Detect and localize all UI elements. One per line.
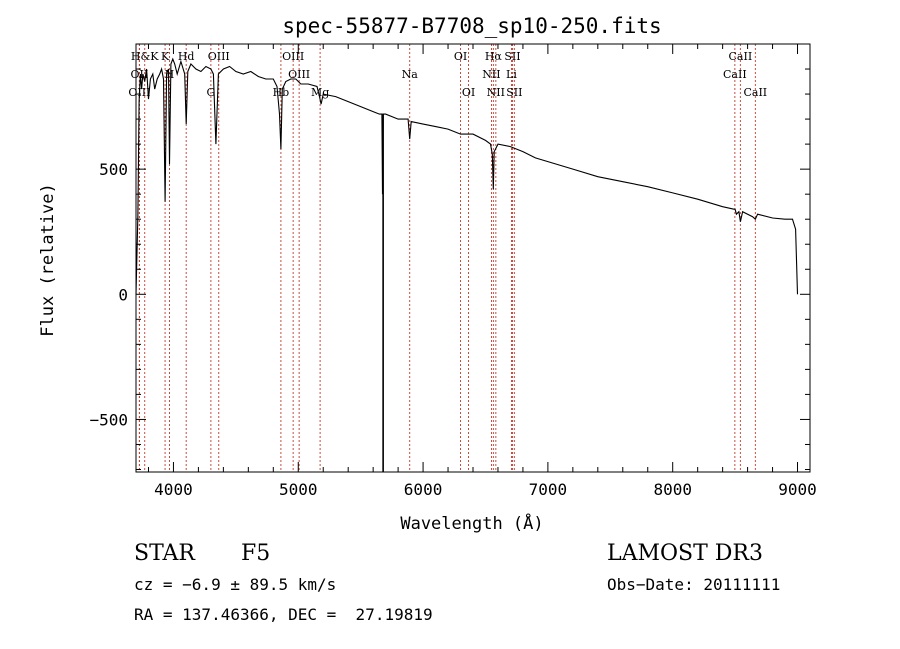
line-marker-label: Mg — [311, 86, 329, 99]
line-markers — [138, 44, 756, 472]
line-marker-label: CaII — [723, 68, 747, 81]
line-marker-label: CaII — [743, 86, 767, 99]
line-marker-label: G — [206, 86, 215, 99]
observation-date: Obs−Date: 20111111 — [607, 575, 780, 594]
line-marker-label: OIII — [282, 50, 304, 63]
line-marker-label: CaII — [729, 50, 753, 63]
x-tick-label: 4000 — [154, 480, 193, 499]
object-subclass: F5 — [241, 541, 270, 566]
line-marker-label: SII — [506, 86, 522, 99]
spectrum-line — [135, 57, 799, 295]
line-marker-label: Hd — [178, 50, 195, 63]
x-tick-label: 7000 — [529, 480, 568, 499]
object-class: STAR — [134, 541, 196, 566]
chart-title: spec-55877-B7708_sp10-250.fits — [282, 14, 661, 38]
line-marker-label: OI — [454, 50, 467, 63]
line-marker-label: NII — [487, 86, 505, 99]
line-marker-labels: H&KOIIOIIIKHHdGOIIIHbOIIIOIIIMgNaOIOIHαN… — [128, 50, 767, 99]
line-marker-label: NII — [482, 68, 500, 81]
line-marker-label: Na — [402, 68, 419, 81]
line-marker-label: H — [165, 68, 175, 81]
plot-frame — [135, 43, 811, 473]
line-marker-label: Hb — [273, 86, 290, 99]
x-tick-label: 9000 — [778, 480, 817, 499]
line-marker-label: OIII — [288, 68, 310, 81]
survey-name: LAMOST DR3 — [607, 541, 763, 566]
redshift-velocity: cz = −6.9 ± 89.5 km/s — [134, 575, 336, 594]
y-axis: −500 0 500 — [89, 68, 810, 470]
line-marker-label: Li — [506, 68, 517, 81]
x-tick-label: 5000 — [279, 480, 318, 499]
y-tick-label: −500 — [89, 410, 128, 429]
line-marker-label: OI — [462, 86, 475, 99]
y-axis-label: Flux (relative) — [38, 183, 58, 337]
line-marker-label: H&K — [131, 50, 159, 63]
x-tick-label: 6000 — [404, 480, 443, 499]
line-marker-label: OIII — [208, 50, 230, 63]
x-axis: 4000 5000 6000 7000 8000 9000 — [147, 44, 817, 499]
y-tick-label: 0 — [118, 285, 128, 304]
line-marker-label: SII — [504, 50, 520, 63]
y-tick-label: 500 — [99, 160, 128, 179]
line-marker-label: Hα — [485, 50, 503, 63]
line-marker-label: K — [161, 50, 170, 63]
coordinates: RA = 137.46366, DEC = 27.19819 — [134, 605, 433, 624]
x-axis-label: Wavelength (Å) — [400, 512, 543, 534]
x-tick-label: 8000 — [653, 480, 692, 499]
